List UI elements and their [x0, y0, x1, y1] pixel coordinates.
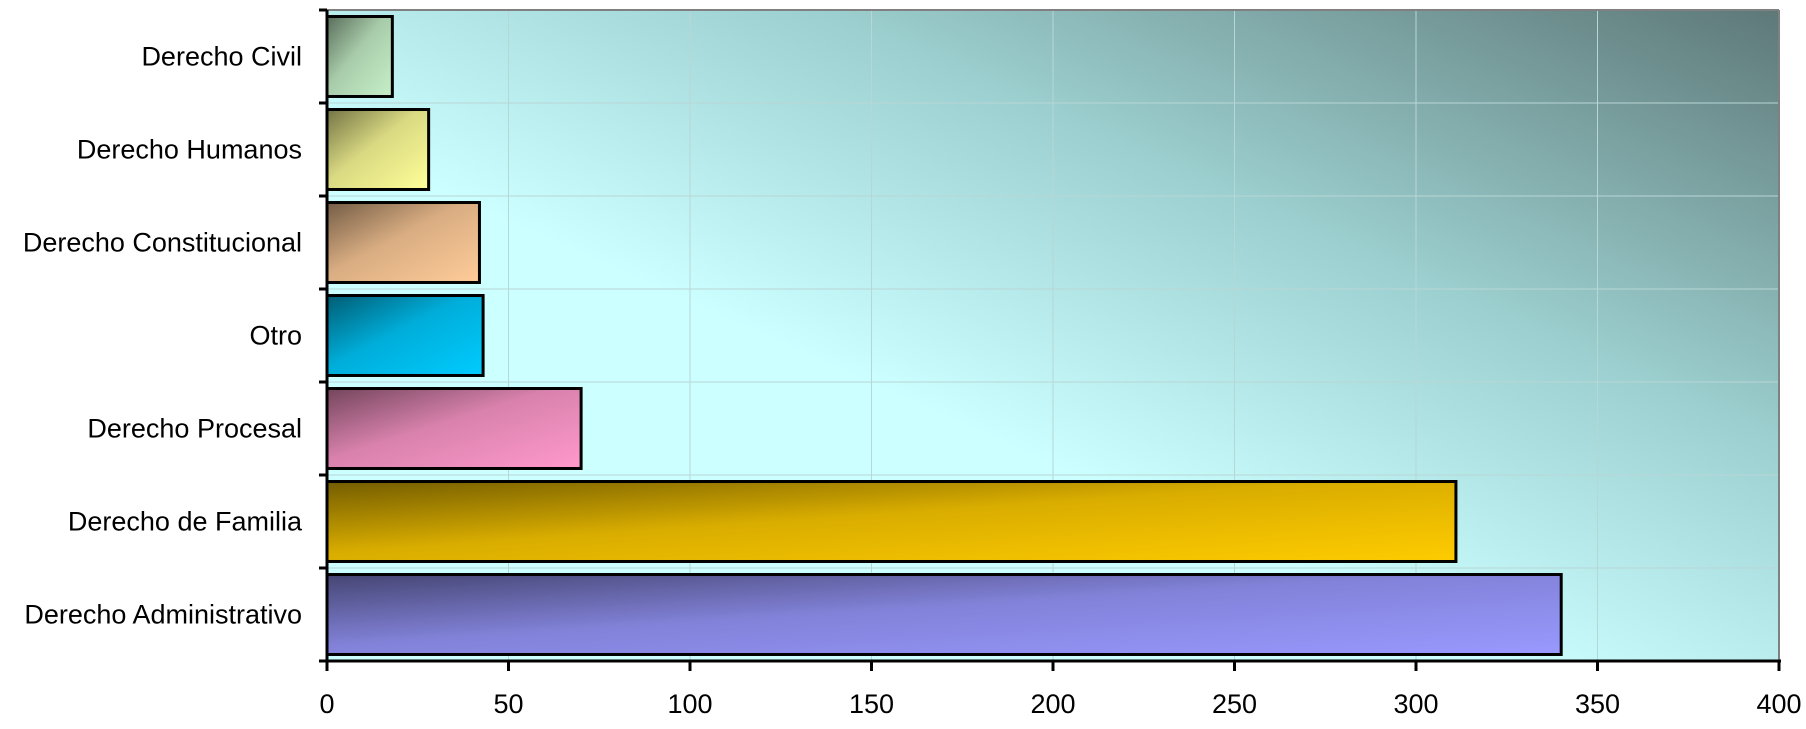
category-label: Derecho Procesal [87, 414, 302, 444]
bar-otro [325, 294, 485, 377]
bar-derecho-administrativo [325, 573, 1563, 656]
x-tick-label: 200 [1030, 689, 1075, 719]
axes [319, 8, 1781, 671]
category-label: Derecho Administrativo [24, 600, 302, 630]
category-label: Derecho Humanos [77, 135, 302, 165]
x-tick-label: 250 [1212, 689, 1257, 719]
bar-derecho-procesal [325, 387, 583, 470]
category-label: Derecho Constitucional [23, 228, 302, 258]
bar-derecho-de-familia [325, 480, 1458, 563]
x-tick-label: 300 [1393, 689, 1438, 719]
category-label: Derecho de Familia [68, 507, 303, 537]
bars [325, 15, 1563, 656]
bar-derecho-humanos [325, 108, 431, 191]
x-tick-label: 100 [667, 689, 712, 719]
bar-derecho-constitucional [325, 201, 481, 284]
labels: Derecho Civil Derecho Humanos Derecho Cons… [23, 42, 1802, 720]
x-tick-label: 0 [319, 689, 334, 719]
x-tick-label: 50 [493, 689, 523, 719]
bar-derecho-civil [325, 15, 394, 98]
x-tick-label: 350 [1575, 689, 1620, 719]
category-label: Derecho Civil [141, 42, 302, 72]
category-label: Otro [249, 321, 302, 351]
gridlines [327, 9, 1780, 661]
x-tick-label: 150 [849, 689, 894, 719]
x-tick-label: 400 [1756, 689, 1801, 719]
